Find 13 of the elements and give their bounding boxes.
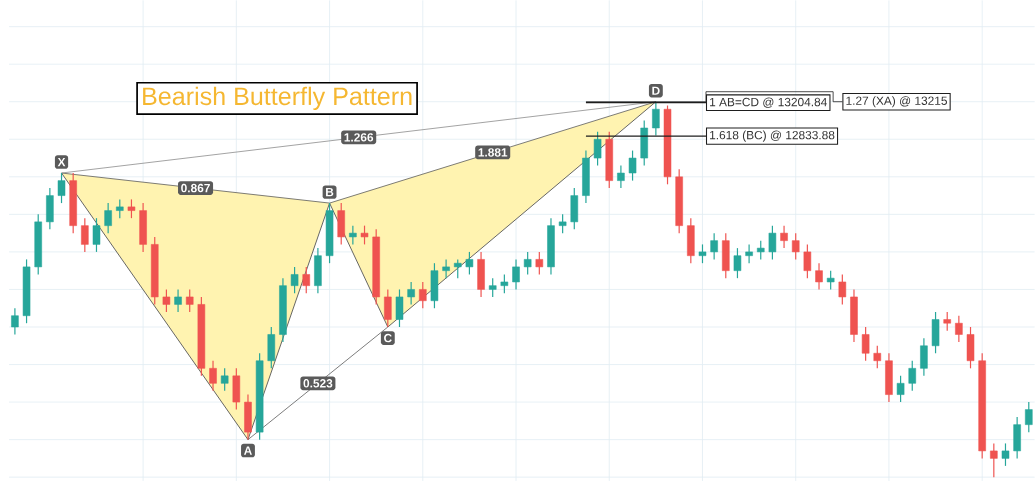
data-label: D [652,86,660,95]
ref-line-label: 1.27 (XA) @ 13215 [846,96,947,108]
data-label: B [326,188,334,197]
text: Bearish Butterfly Pattern [143,86,412,111]
data-label: A [243,446,252,455]
annotation: 1.266 [344,133,374,142]
annotation: 0.523 [303,379,333,388]
ref-line-label: 1.618 (BC) @ 12833.88 [710,130,835,142]
ref-line-label: 1 AB=CD @ 13204.84 [710,97,827,108]
annotation: 1.881 [478,148,508,157]
annotation: 0.867 [181,183,210,193]
data-label: C [384,333,392,343]
data-label: X [57,157,66,167]
